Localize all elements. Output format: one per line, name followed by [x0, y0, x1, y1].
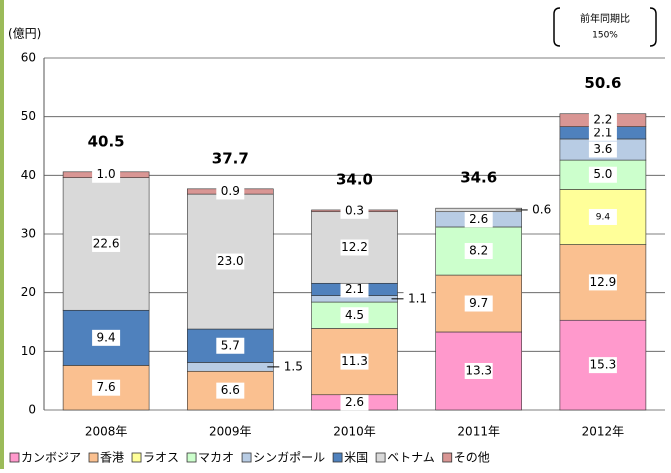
label-box [464, 211, 493, 228]
data-label: 9.4 [596, 212, 611, 222]
label-box [92, 379, 121, 396]
label-box [340, 281, 369, 298]
label-box [216, 382, 245, 399]
legend-label: シンガポール [253, 451, 325, 465]
label-box [340, 353, 369, 370]
data-label: 7.6 [97, 380, 116, 394]
x-tick-label: 2010年 [333, 425, 376, 439]
data-label: 22.6 [93, 236, 120, 250]
data-label: 2.6 [345, 395, 364, 409]
y-tick-label: 0 [28, 403, 36, 417]
label-box [216, 183, 245, 200]
legend-swatch [241, 452, 252, 463]
label-box [92, 166, 121, 183]
label-box [92, 329, 121, 346]
data-label: 3.6 [593, 142, 612, 156]
label-box [588, 208, 617, 225]
label-box [588, 124, 617, 141]
bar-segment [435, 207, 523, 213]
data-label: 0.9 [221, 184, 240, 198]
bar-segment [187, 362, 274, 372]
y-tick-label: 20 [21, 285, 36, 299]
total-label: 34.0 [336, 170, 373, 188]
bar-segment [311, 301, 398, 329]
x-tick-label: 2011年 [457, 425, 500, 439]
legend-swatch [131, 452, 142, 463]
total-label: 50.6 [584, 74, 621, 92]
legend-swatch [375, 452, 386, 463]
legend-label: マカオ [198, 451, 234, 465]
legend-label: カンボジア [21, 451, 81, 465]
y-tick-label: 40 [21, 168, 36, 182]
label-box [464, 243, 493, 260]
data-label: 1.5 [284, 359, 303, 373]
data-label: 12.9 [590, 275, 617, 289]
legend-label: ラオス [143, 451, 179, 465]
data-label: 2.1 [345, 282, 364, 296]
total-label: 40.5 [88, 132, 125, 150]
label-box [340, 394, 369, 411]
label-box [216, 337, 245, 354]
label-box [464, 295, 493, 312]
side-bar [0, 0, 4, 469]
data-label: 5.7 [221, 338, 240, 352]
data-label: 5.0 [593, 167, 612, 181]
label-box [403, 290, 432, 307]
label-box [588, 112, 617, 129]
data-label: 15.3 [590, 358, 617, 372]
x-tick-label: 2008年 [85, 425, 128, 439]
x-tick-label: 2009年 [209, 425, 252, 439]
label-box [279, 358, 308, 375]
data-label: 2.1 [593, 125, 612, 139]
data-label: 2.6 [469, 212, 488, 226]
x-tick-label: 2012年 [582, 425, 625, 439]
data-label: 0.3 [345, 203, 364, 217]
label-box [216, 253, 245, 270]
data-label: 8.2 [469, 244, 488, 258]
data-label: 13.3 [465, 363, 492, 377]
legend-swatch [88, 452, 99, 463]
label-box [527, 201, 556, 218]
legend-swatch [9, 452, 20, 463]
data-label: 11.3 [341, 354, 368, 368]
data-label: 0.6 [532, 202, 551, 216]
y-tick-label: 30 [21, 227, 36, 241]
y-tick-label: 60 [21, 51, 36, 65]
y-tick-label: 10 [21, 344, 36, 358]
total-label: 34.6 [460, 169, 497, 187]
total-label: 37.7 [212, 149, 249, 167]
label-box [588, 357, 617, 374]
label-box [588, 141, 617, 158]
label-box [340, 239, 369, 256]
annotation-bracket [553, 7, 657, 47]
data-label: 12.2 [341, 240, 368, 254]
data-label: 2.2 [593, 113, 612, 127]
bar-segment [559, 159, 647, 190]
label-box [588, 166, 617, 183]
annotation: 150% [592, 31, 618, 41]
annotation: 前年同期比 [580, 12, 630, 25]
data-label: 1.0 [97, 167, 116, 181]
legend-label: ベトナム [387, 451, 435, 465]
label-box [464, 362, 493, 379]
data-label: 9.4 [97, 330, 116, 344]
legend-swatch [442, 452, 453, 463]
legend-swatch [332, 452, 343, 463]
data-label: 4.5 [345, 308, 364, 322]
data-label: 6.6 [221, 383, 240, 397]
legend-label: 米国 [344, 451, 368, 465]
label-box [588, 274, 617, 291]
y-axis-label: (億円) [8, 27, 41, 41]
data-label: 23.0 [217, 254, 244, 268]
y-tick-label: 50 [21, 109, 36, 123]
data-label: 1.1 [408, 291, 427, 305]
label-box [340, 202, 369, 219]
legend-label: 香港 [100, 451, 124, 465]
legend-swatch [186, 452, 197, 463]
legend-label: その他 [454, 451, 490, 465]
label-box [340, 307, 369, 324]
data-label: 9.7 [469, 296, 488, 310]
label-box [92, 235, 121, 252]
